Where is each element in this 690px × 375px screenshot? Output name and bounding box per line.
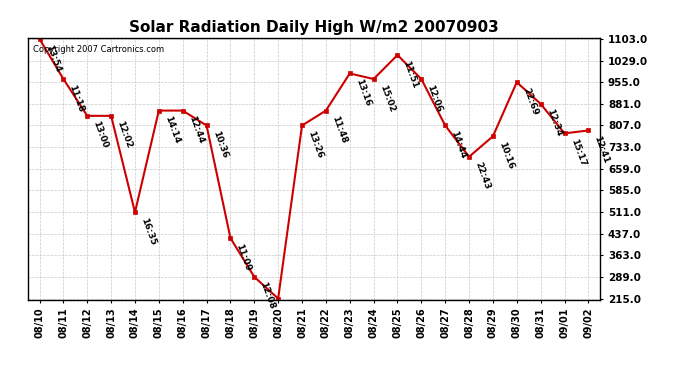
Text: 10:16: 10:16	[497, 141, 515, 170]
Text: 15:02: 15:02	[377, 83, 396, 113]
Text: 16:35: 16:35	[139, 216, 157, 246]
Text: 12:06: 12:06	[426, 83, 444, 113]
Text: 12:02: 12:02	[115, 120, 133, 150]
Text: 13:16: 13:16	[354, 78, 372, 108]
Text: 11:09: 11:09	[235, 242, 253, 272]
Text: 12:44: 12:44	[187, 115, 205, 145]
Text: 11:51: 11:51	[402, 59, 420, 89]
Text: 13:00: 13:00	[91, 120, 110, 150]
Text: 13:26: 13:26	[306, 130, 324, 160]
Text: 22:69: 22:69	[521, 86, 540, 117]
Text: 11:48: 11:48	[330, 115, 348, 145]
Text: Copyright 2007 Cartronics.com: Copyright 2007 Cartronics.com	[33, 45, 164, 54]
Text: 12:34: 12:34	[545, 108, 563, 138]
Text: 15:17: 15:17	[569, 138, 587, 168]
Text: 12:08: 12:08	[259, 281, 277, 311]
Text: 14:44: 14:44	[449, 130, 468, 160]
Text: 12:41: 12:41	[593, 135, 611, 165]
Text: 14:14: 14:14	[163, 115, 181, 145]
Text: 13:54: 13:54	[43, 43, 62, 73]
Text: 22:43: 22:43	[473, 161, 491, 191]
Title: Solar Radiation Daily High W/m2 20070903: Solar Radiation Daily High W/m2 20070903	[129, 20, 499, 35]
Text: 10:36: 10:36	[210, 130, 229, 159]
Text: 11:18: 11:18	[68, 83, 86, 113]
